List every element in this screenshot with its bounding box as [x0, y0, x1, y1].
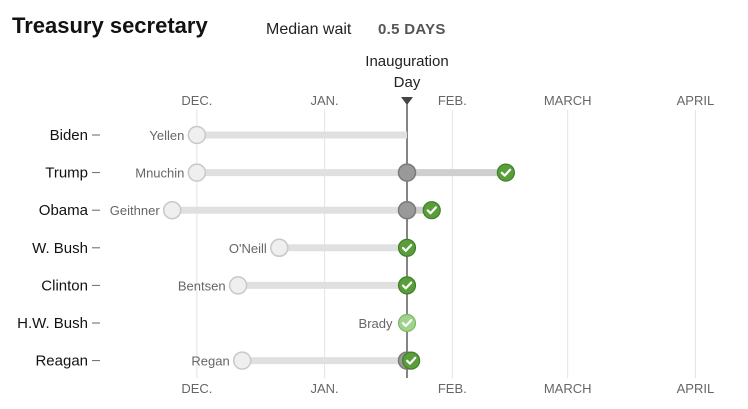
president-label: Obama: [39, 202, 89, 219]
confirmed-check-icon: [402, 351, 421, 370]
announcement-dot: [232, 351, 252, 370]
confirmation-dot: [496, 163, 515, 182]
confirmation-dot: [422, 201, 441, 220]
checkmark-icon: [426, 206, 438, 215]
confirmation-dot: [397, 313, 417, 333]
confirmation-dot: [397, 276, 417, 295]
nominee-label: Mnuchin: [135, 166, 184, 181]
row-trump: Trump Mnuchin: [45, 163, 515, 182]
confirmed-check-icon: [397, 238, 417, 257]
checkmark-icon: [401, 319, 413, 328]
month-label-top: MARCH: [544, 93, 592, 108]
month-gridlines: [196, 110, 696, 378]
confirmation-dot: [397, 238, 417, 257]
month-labels-bottom: DEC. JAN. FEB. MARCH APRIL: [181, 381, 714, 396]
checkmark-icon: [406, 356, 417, 365]
nominee-rows: Biden Yellen Trump Mnuchin Obama Geithner W. B…: [17, 125, 515, 370]
month-label-bottom: MARCH: [544, 381, 592, 396]
inauguration-arrow-icon: [401, 97, 413, 105]
president-label: W. Bush: [32, 240, 88, 257]
nominee-label: Geithner: [110, 203, 161, 218]
month-label-bottom: APRIL: [677, 381, 715, 396]
checkmark-icon: [401, 243, 413, 252]
month-label-top: FEB.: [438, 93, 467, 108]
president-label: Reagan: [35, 353, 88, 370]
confirmed-check-icon: [496, 163, 515, 182]
announcement-dot: [162, 200, 182, 220]
president-label: Trump: [45, 165, 88, 182]
nominee-label: Brady: [359, 316, 393, 331]
nominee-label: Bentsen: [178, 278, 226, 293]
president-label: H.W. Bush: [17, 315, 88, 332]
holdover-check-icon: [397, 313, 417, 333]
announcement-dot: [187, 125, 207, 145]
inauguration-dot: [397, 200, 417, 220]
median-wait-value: 0.5 DAYS: [378, 21, 446, 38]
row-biden: Biden Yellen: [50, 125, 407, 145]
nominee-label: O'Neill: [229, 241, 267, 256]
nominee-label: Regan: [191, 354, 229, 369]
month-labels-top: DEC. JAN. FEB. MARCH APRIL: [181, 93, 714, 108]
median-wait-label: Median wait: [266, 21, 352, 38]
president-label: Clinton: [41, 277, 88, 294]
announcement-dot: [228, 276, 248, 295]
inauguration-day-line: [401, 97, 413, 378]
month-label-bottom: JAN.: [311, 381, 339, 396]
announcement-dot: [187, 163, 207, 182]
month-label-bottom: DEC.: [181, 381, 212, 396]
row-clinton: Clinton Bentsen: [41, 276, 417, 295]
chart-title: Treasury secretary: [12, 13, 208, 38]
row-h-w-bush: H.W. Bush Brady: [17, 313, 417, 333]
inauguration-label-line1: Inauguration: [365, 53, 448, 70]
month-label-top: APRIL: [677, 93, 715, 108]
row-w-bush: W. Bush O'Neill: [32, 238, 417, 258]
inauguration-dot: [397, 163, 417, 182]
month-label-top: JAN.: [311, 93, 339, 108]
checkmark-icon: [500, 168, 512, 177]
announcement-dot: [270, 238, 289, 258]
confirmed-check-icon: [397, 276, 417, 295]
row-reagan: Reagan Regan: [35, 351, 421, 370]
month-label-bottom: FEB.: [438, 381, 467, 396]
inauguration-label-line2: Day: [394, 74, 421, 91]
nominee-label: Yellen: [149, 128, 184, 143]
month-label-top: DEC.: [181, 93, 212, 108]
row-obama: Obama Geithner: [39, 200, 441, 220]
president-label: Biden: [50, 127, 88, 144]
confirmed-check-icon: [422, 201, 441, 220]
confirmation-dot: [402, 351, 421, 370]
checkmark-icon: [401, 281, 413, 290]
